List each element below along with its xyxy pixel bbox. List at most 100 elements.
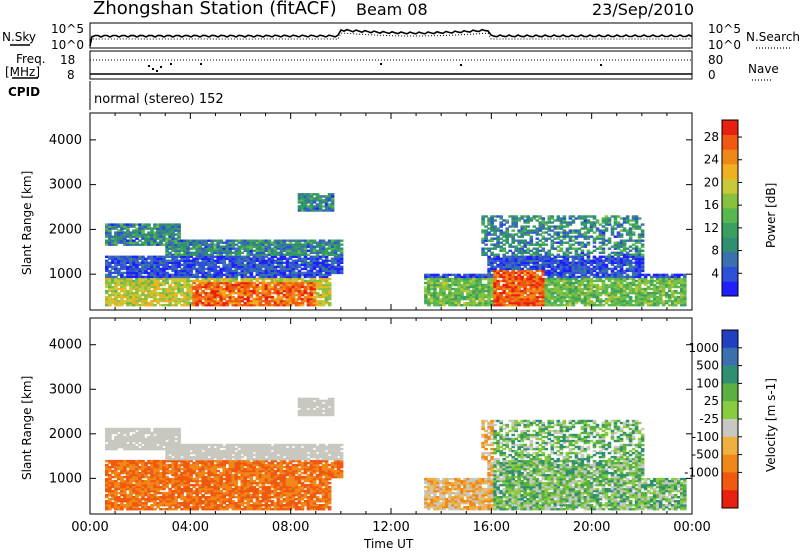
heatmap-cell <box>150 227 154 230</box>
heatmap-cell <box>162 269 166 273</box>
heatmap-cell <box>120 275 124 279</box>
heatmap-cell <box>511 235 515 238</box>
heatmap-cell <box>315 243 320 246</box>
heatmap-cell <box>168 253 172 256</box>
heatmap-cell <box>264 241 269 244</box>
heatmap-cell <box>192 304 196 307</box>
heatmap-cell <box>135 259 139 262</box>
heatmap-cell <box>240 289 245 293</box>
heatmap-cell <box>297 197 302 200</box>
heatmap-cell <box>547 261 552 264</box>
heatmap-cell <box>625 239 630 242</box>
heatmap-cell <box>673 273 678 277</box>
heatmap-cell <box>640 255 645 258</box>
heatmap-cell <box>240 299 245 303</box>
heatmap-cell <box>571 304 576 307</box>
heatmap-cell <box>324 241 329 244</box>
heatmap-cell <box>604 297 609 301</box>
heatmap-cell <box>231 259 236 262</box>
heatmap-cell <box>589 295 594 299</box>
heatmap-cell <box>625 259 630 262</box>
heatmap-cell <box>267 275 272 279</box>
heatmap-cell <box>291 251 296 254</box>
heatmap-cell <box>628 265 633 269</box>
heatmap-cell <box>135 227 139 230</box>
heatmap-cell <box>571 285 576 289</box>
heatmap-cell <box>105 301 109 305</box>
heatmap-cell <box>123 498 127 501</box>
heatmap-cell <box>183 239 187 242</box>
heatmap-cell <box>619 259 624 262</box>
heatmap-cell <box>327 271 332 275</box>
heatmap-cell <box>195 277 199 281</box>
heatmap-cell <box>505 251 509 254</box>
heatmap-cell <box>622 227 627 230</box>
heatmap-cell <box>520 263 524 267</box>
heatmap-cell <box>547 293 552 297</box>
heatmap-cell <box>640 265 645 269</box>
heatmap-cell <box>511 221 515 224</box>
heatmap-cell <box>559 271 564 275</box>
heatmap-cell <box>210 261 214 264</box>
heatmap-cell <box>117 485 121 489</box>
heatmap-cell <box>583 291 588 295</box>
heatmap-cell <box>628 263 633 267</box>
heatmap-cell <box>475 304 479 307</box>
heatmap-cell <box>680 293 684 297</box>
heatmap-cell <box>114 295 118 299</box>
heatmap-cell <box>264 293 269 297</box>
heatmap-cell <box>324 243 329 246</box>
heatmap-cell <box>189 293 193 297</box>
heatmap-cell <box>138 269 142 273</box>
heatmap-cell <box>180 279 184 283</box>
heatmap-cell <box>610 257 615 260</box>
heatmap-cell <box>598 285 603 289</box>
heatmap-cell <box>556 289 561 293</box>
heatmap-cell <box>162 257 166 260</box>
heatmap-cell <box>120 293 124 297</box>
heatmap-cell <box>580 281 585 285</box>
heatmap-cell <box>324 291 329 295</box>
heatmap-cell <box>171 269 175 273</box>
heatmap-cell <box>502 289 506 293</box>
heatmap-cell <box>330 269 335 273</box>
heatmap-cell <box>138 229 142 232</box>
heatmap-cell <box>105 469 109 473</box>
heatmap-cell <box>294 304 299 307</box>
heatmap-cell <box>174 304 178 307</box>
heatmap-cell <box>619 225 624 228</box>
heatmap-cell <box>330 199 335 202</box>
heatmap-cell <box>448 273 452 277</box>
heatmap-cell <box>147 225 151 228</box>
heatmap-cell <box>129 235 133 238</box>
heatmap-cell <box>640 245 645 248</box>
heatmap-cell <box>520 295 524 299</box>
heatmap-cell <box>571 263 576 267</box>
heatmap-cell <box>532 281 537 285</box>
heatmap-cell <box>640 267 645 271</box>
heatmap-cell <box>454 293 458 297</box>
heatmap-cell <box>204 283 208 287</box>
heatmap-cell <box>553 297 558 301</box>
heatmap-cell <box>276 273 281 277</box>
heatmap-cell <box>553 241 558 244</box>
heatmap-cell <box>616 241 621 244</box>
heatmap-cell <box>556 225 561 228</box>
heatmap-cell <box>114 441 118 445</box>
heatmap-cell <box>192 247 196 250</box>
heatmap-cell <box>225 241 230 244</box>
heatmap-cell <box>499 259 503 262</box>
heatmap-cell <box>318 201 323 204</box>
heatmap-cell <box>604 271 609 275</box>
heatmap-cell <box>141 261 145 264</box>
heatmap-cell <box>673 275 678 279</box>
heatmap-cell <box>180 247 184 250</box>
heatmap-cell <box>568 235 573 238</box>
heatmap-cell <box>312 283 317 287</box>
heatmap-cell <box>297 205 302 208</box>
heatmap-cell <box>153 237 157 240</box>
heatmap-cell <box>535 289 540 293</box>
heatmap-cell <box>667 277 672 281</box>
heatmap-cell <box>487 279 491 283</box>
heatmap-cell <box>195 251 199 254</box>
